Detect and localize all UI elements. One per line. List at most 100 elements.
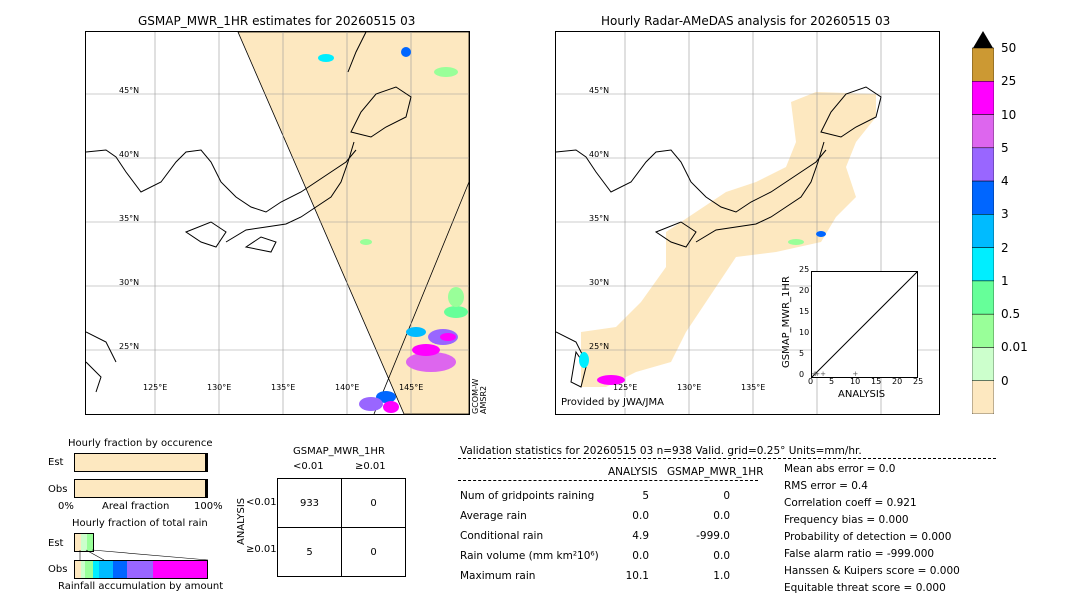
colorbar-segment <box>971 313 995 348</box>
score-item: False alarm ratio = -999.000 <box>784 548 935 560</box>
left-map: 45°N 40°N 35°N 30°N 25°N 125°E 130°E 135… <box>85 31 470 415</box>
contingency-cell: 933 <box>277 478 342 528</box>
lon-label: 145°E <box>399 383 424 392</box>
scatter-y-tick: 25 <box>799 265 810 274</box>
scatter-point: + <box>852 370 858 377</box>
data-credit: Provided by JWA/JMA <box>561 397 664 408</box>
header-divider <box>458 458 996 459</box>
scatter-point: + <box>813 370 819 377</box>
scatter-point: + <box>814 370 820 377</box>
lon-label: 135°E <box>741 383 766 392</box>
colorbar <box>971 30 995 415</box>
radar-rain-patches <box>579 231 826 385</box>
stat-label: Conditional rain <box>460 530 544 542</box>
scatter-x-tick: 25 <box>913 377 924 386</box>
contingency-cell: 0 <box>341 478 406 528</box>
lat-label: 25°N <box>589 342 610 351</box>
scatter-inset: +++++ <box>811 271 918 378</box>
validation-header: Validation statistics for 20260515 03 n=… <box>460 445 862 457</box>
score-item: Frequency bias = 0.000 <box>784 514 909 526</box>
lon-label: 135°E <box>271 383 296 392</box>
scatter-y-tick: 10 <box>799 328 810 337</box>
stat-label: Average rain <box>460 510 527 522</box>
scatter-y-tick: 5 <box>799 349 805 358</box>
colorbar-tick-label: 3 <box>1001 207 1009 222</box>
scatter-plot: +++++ <box>812 272 917 377</box>
lon-label: 130°E <box>207 383 232 392</box>
scatter-xlabel: ANALYSIS <box>838 389 886 400</box>
occurrence-title: Hourly fraction by occurence <box>68 438 213 449</box>
colorbar-extend-arrow <box>973 31 993 48</box>
scatter-point: + <box>812 370 817 377</box>
scatter-point: + <box>820 370 826 377</box>
colorbar-canvas <box>971 31 995 415</box>
occurrence-est-bar <box>74 453 208 472</box>
stat-value-analysis: 0.0 <box>632 510 649 522</box>
lat-label: 40°N <box>589 150 610 159</box>
total-rain-footer: Rainfall accumulation by amount <box>58 581 224 592</box>
colorbar-tick-label: 2 <box>1001 240 1009 255</box>
scatter-x-tick: 20 <box>892 377 903 386</box>
total-rain-obs-bar <box>74 560 208 579</box>
analysis-area <box>581 92 876 387</box>
right-map: 45°N 40°N 35°N 30°N 25°N 125°E 130°E 135… <box>555 31 940 415</box>
colorbar-tick-label: 0.01 <box>1001 340 1028 355</box>
lon-label: 125°E <box>143 383 168 392</box>
colorbar-tick-label: 50 <box>1001 41 1017 55</box>
scatter-x-tick: 10 <box>850 377 861 386</box>
stat-label: Maximum rain <box>460 570 536 582</box>
scatter-y-tick: 0 <box>799 370 805 379</box>
colorbar-segment <box>971 47 995 82</box>
lat-label: 45°N <box>119 86 140 95</box>
rain-patches <box>318 47 468 413</box>
one-to-one-line <box>812 272 917 377</box>
col-header-analysis: ANALYSIS <box>608 466 658 478</box>
scatter-y-tick: 15 <box>799 307 810 316</box>
colorbar-tick-label: 4 <box>1001 174 1009 189</box>
occurrence-obs-bar <box>74 479 208 498</box>
row-label-obs: Obs <box>48 564 68 575</box>
row-label-obs: Obs <box>48 484 68 495</box>
lon-label: 130°E <box>677 383 702 392</box>
stat-value-gsmap: 0 <box>723 490 730 502</box>
contingency-row-header: ≥0.01 <box>246 544 277 555</box>
scatter-x-tick: 5 <box>829 377 835 386</box>
axis-max: 100% <box>194 501 223 512</box>
stat-value-gsmap: 0.0 <box>713 550 730 562</box>
colorbar-segment <box>971 214 995 248</box>
score-item: Equitable threat score = 0.000 <box>784 582 946 594</box>
swath-edge <box>373 181 469 414</box>
colorbar-segment <box>971 114 995 149</box>
right-map-title: Hourly Radar-AMeDAS analysis for 2026051… <box>601 14 891 28</box>
colorbar-tick-label: 0.5 <box>1001 307 1021 322</box>
scatter-x-tick: 15 <box>871 377 882 386</box>
contingency-cell: 0 <box>341 527 406 577</box>
score-item: Mean abs error = 0.0 <box>784 463 896 475</box>
left-map-title: GSMAP_MWR_1HR estimates for 20260515 03 <box>138 14 416 28</box>
colorbar-segment <box>971 247 995 282</box>
colorbar-segment <box>971 380 995 415</box>
left-map-canvas <box>86 32 469 414</box>
stat-label: Num of gridpoints raining <box>460 490 595 502</box>
score-item: Probability of detection = 0.000 <box>784 531 952 543</box>
table-divider <box>458 480 758 481</box>
score-item: Correlation coeff = 0.921 <box>784 497 917 509</box>
contingency-col-header: <0.01 <box>293 461 324 472</box>
row-label-est: Est <box>48 538 64 549</box>
stat-value-analysis: 10.1 <box>625 570 649 582</box>
contingency-row-header: <0.01 <box>246 497 277 508</box>
col-header-gsmap: GSMAP_MWR_1HR <box>667 466 764 478</box>
colorbar-tick-label: 5 <box>1001 140 1009 155</box>
stat-value-gsmap: 1.0 <box>713 570 730 582</box>
contingency-col-header: ≥0.01 <box>355 461 386 472</box>
total-rain-est-bar <box>74 533 94 552</box>
contingency-title: GSMAP_MWR_1HR <box>293 446 385 457</box>
stat-value-analysis: 5 <box>642 490 649 502</box>
axis-min: 0% <box>58 501 74 512</box>
row-label-est: Est <box>48 457 64 468</box>
lon-label: 140°E <box>335 383 360 392</box>
colorbar-tick-label: 25 <box>1001 74 1017 89</box>
lat-label: 45°N <box>589 86 610 95</box>
colorbar-tick-label: 1 <box>1001 273 1009 288</box>
satellite-label: GCOM-W AMSR2 <box>471 378 488 414</box>
